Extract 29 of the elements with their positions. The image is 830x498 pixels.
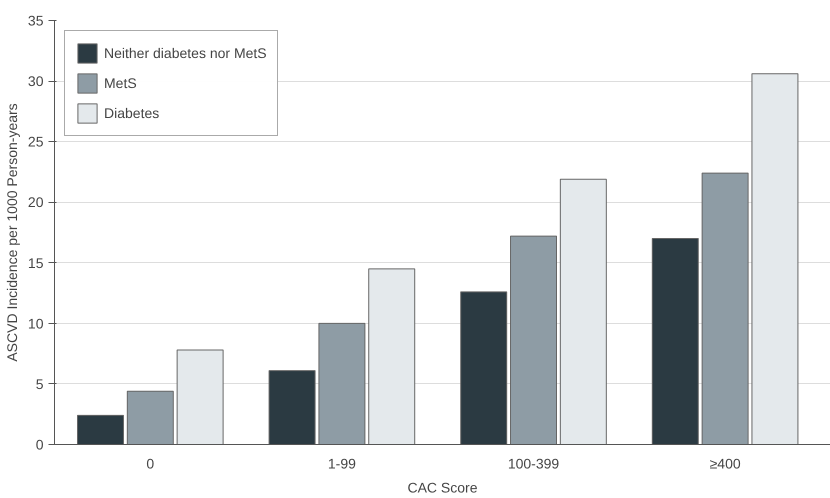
y-tick-label: 15 (28, 254, 44, 271)
bar (76, 414, 124, 444)
x-tick-label: ≥400 (710, 456, 741, 472)
y-tick-label: 0 (36, 436, 44, 452)
y-axis-title: ASCVD Incidence per 1000 Person-years (4, 103, 20, 362)
y-tick-label: 20 (28, 194, 44, 210)
bar (268, 370, 316, 444)
y-tick-label: 30 (28, 73, 44, 90)
legend-label: Neither diabetes nor MetS (104, 45, 267, 61)
y-tick-label: 25 (28, 134, 44, 150)
bar (510, 236, 558, 444)
y-tick-label: 10 (28, 315, 44, 332)
x-tick-label: 0 (146, 456, 154, 472)
bar (751, 73, 798, 444)
legend-label: MetS (104, 75, 137, 91)
y-tick-label: 35 (28, 12, 44, 28)
x-axis-title: CAC Score (407, 480, 478, 496)
bar (126, 390, 174, 444)
bar (368, 268, 416, 444)
bar (652, 238, 699, 444)
bar (460, 291, 508, 444)
bar (560, 178, 607, 444)
bar (702, 172, 749, 444)
y-tick-label: 5 (36, 376, 44, 392)
x-tick-label: 1-99 (328, 456, 356, 472)
bar (176, 350, 224, 444)
bar (318, 322, 366, 444)
x-tick-label: 100-399 (508, 456, 560, 472)
legend-label: Diabetes (104, 105, 160, 121)
